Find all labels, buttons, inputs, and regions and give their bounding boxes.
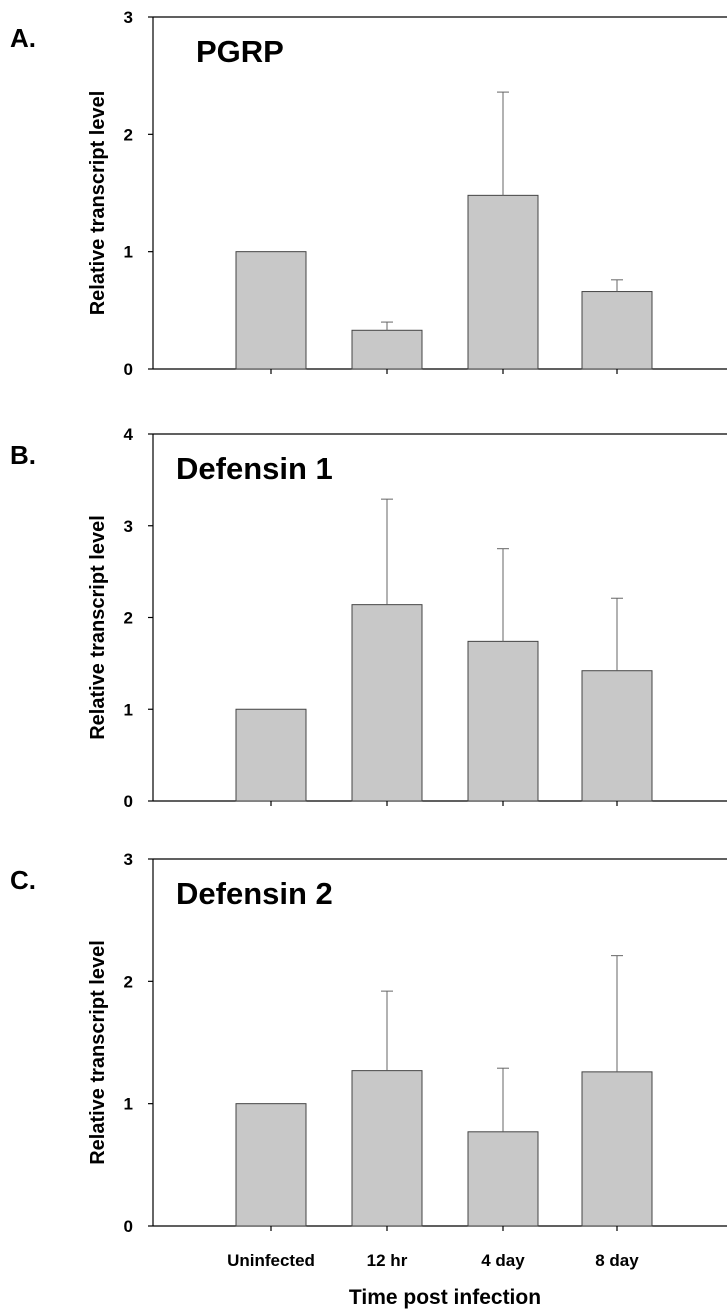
- category-label: 4 day: [481, 1251, 525, 1270]
- y-tick-label: 1: [124, 243, 133, 262]
- y-tick-label: 2: [124, 125, 133, 144]
- bar: [235, 1103, 307, 1227]
- y-tick-label: 1: [124, 700, 133, 719]
- bar: [467, 194, 539, 370]
- bar: [581, 1071, 653, 1227]
- panel-letter: C.: [10, 865, 36, 895]
- y-axis-label: Relative transcript level: [87, 91, 109, 316]
- panel-title: PGRP: [196, 34, 284, 69]
- y-tick-label: 0: [124, 792, 133, 811]
- category-label: Uninfected: [227, 1251, 315, 1270]
- y-tick-label: 3: [124, 517, 133, 536]
- bar: [351, 329, 423, 370]
- category-label: 12 hr: [367, 1251, 408, 1270]
- bar: [351, 1070, 423, 1227]
- y-tick-label: 2: [124, 609, 133, 628]
- panel-title: Defensin 1: [176, 451, 333, 486]
- y-tick-label: 3: [124, 850, 133, 869]
- bar: [235, 708, 307, 802]
- y-axis-label: Relative transcript level: [87, 940, 109, 1165]
- category-label: 8 day: [595, 1251, 639, 1270]
- y-axis-label: Relative transcript level: [87, 515, 109, 740]
- y-tick-label: 2: [124, 972, 133, 991]
- bar: [581, 291, 653, 370]
- panel-title: Defensin 2: [176, 876, 333, 911]
- bar: [235, 251, 307, 370]
- panel-letter: B.: [10, 440, 36, 470]
- y-tick-label: 1: [124, 1095, 133, 1114]
- y-tick-label: 0: [124, 1217, 133, 1236]
- y-tick-label: 4: [124, 425, 134, 444]
- y-tick-label: 0: [124, 360, 133, 379]
- bar: [467, 1131, 539, 1227]
- bar: [467, 640, 539, 802]
- x-axis-label: Time post infection: [349, 1286, 541, 1309]
- bar: [581, 670, 653, 802]
- y-tick-label: 3: [124, 8, 133, 27]
- bar: [351, 604, 423, 802]
- panel-letter: A.: [10, 23, 36, 53]
